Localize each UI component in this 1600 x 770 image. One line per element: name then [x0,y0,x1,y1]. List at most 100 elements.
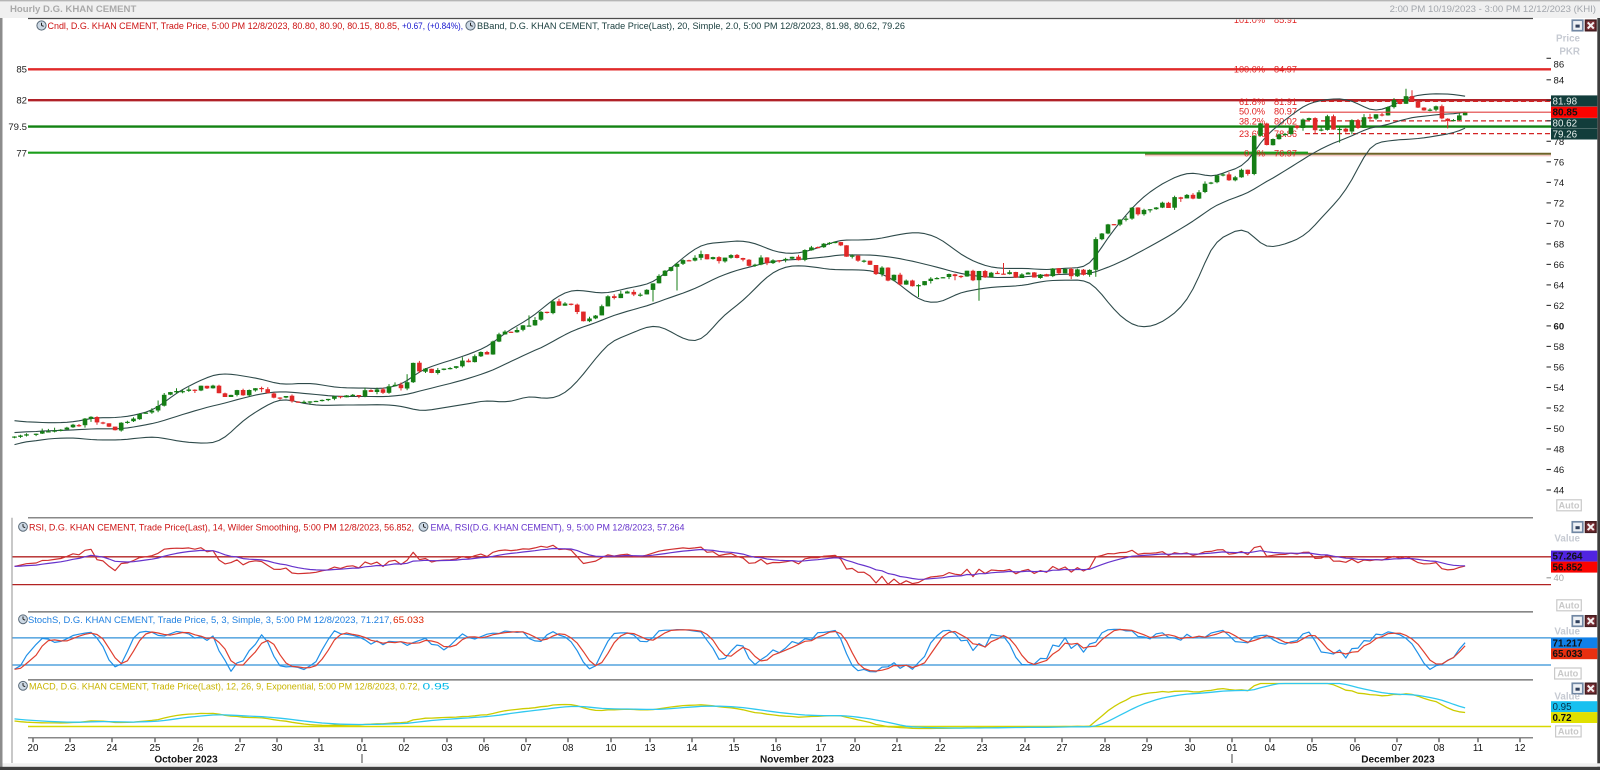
svg-text:81.98: 81.98 [1553,96,1578,107]
svg-text:PKR: PKR [1559,47,1580,58]
svg-text:100.0%: 100.0% [1234,65,1265,75]
svg-text:Value: Value [1554,627,1580,638]
svg-text:06: 06 [479,743,490,754]
svg-text:66: 66 [1554,260,1565,271]
svg-text:50: 50 [1554,424,1565,435]
svg-text:October 2023: October 2023 [154,754,218,765]
svg-text:05: 05 [1307,743,1318,754]
svg-text:0.95: 0.95 [423,680,450,691]
svg-text:01: 01 [1227,743,1238,754]
svg-text:Value: Value [1554,534,1580,545]
svg-text:20: 20 [28,743,39,754]
svg-text:72: 72 [1554,198,1565,209]
svg-text:08: 08 [1434,743,1445,754]
svg-text:0.72: 0.72 [1553,713,1573,724]
svg-text:RSI, D.G. KHAN CEMENT, Trade P: RSI, D.G. KHAN CEMENT, Trade Price(Last)… [29,521,414,532]
svg-text:21: 21 [892,743,903,754]
svg-text:23: 23 [65,743,76,754]
svg-text:101.0%: 101.0% [1234,15,1265,25]
svg-text:38.2%: 38.2% [1239,116,1265,126]
svg-text:81.91: 81.91 [1274,97,1297,107]
svg-text:80.97: 80.97 [1274,107,1297,117]
svg-text:76: 76 [1554,157,1565,168]
svg-text:46: 46 [1554,465,1565,476]
svg-text:77: 77 [16,148,27,159]
svg-text:07: 07 [1392,743,1403,754]
svg-text:57.264: 57.264 [1553,552,1584,563]
svg-text:27: 27 [1057,743,1068,754]
svg-text:27: 27 [235,743,246,754]
svg-text:79.5: 79.5 [8,122,27,133]
svg-text:56.852: 56.852 [1553,563,1584,574]
svg-text:14: 14 [687,743,698,754]
svg-text:62: 62 [1554,301,1565,312]
svg-text:12: 12 [1515,743,1526,754]
svg-text:31: 31 [314,743,325,754]
svg-text:Cndl, D.G. KHAN CEMENT, Trade: Cndl, D.G. KHAN CEMENT, Trade Price, 5:0… [48,20,400,31]
svg-text:08: 08 [563,743,574,754]
svg-text:65.033: 65.033 [393,614,424,625]
svg-text:Value: Value [1554,692,1580,703]
svg-text:58: 58 [1554,342,1565,353]
svg-text:70: 70 [1554,219,1565,230]
svg-text:78: 78 [1554,137,1565,148]
svg-text:23.6%: 23.6% [1239,129,1265,139]
svg-text:26: 26 [193,743,204,754]
svg-text:80.02: 80.02 [1274,116,1297,126]
svg-text:54: 54 [1554,383,1565,394]
svg-text:71.217: 71.217 [1553,638,1584,649]
svg-text:04: 04 [1265,743,1276,754]
svg-text:MACD, D.G. KHAN CEMENT, Trade: MACD, D.G. KHAN CEMENT, Trade Price(Last… [29,680,420,691]
svg-text:01: 01 [357,743,368,754]
svg-text:68: 68 [1554,239,1565,250]
svg-text:06: 06 [1350,743,1361,754]
svg-text:86: 86 [1554,59,1565,70]
svg-text:29: 29 [1142,743,1153,754]
svg-text:24: 24 [107,743,118,754]
svg-text:17: 17 [816,743,827,754]
svg-text:22: 22 [935,743,946,754]
svg-text:74: 74 [1554,178,1565,189]
svg-text:07: 07 [521,743,532,754]
svg-text:30: 30 [1185,743,1196,754]
svg-text:60: 60 [1554,321,1565,332]
svg-text:85.91: 85.91 [1274,15,1297,25]
svg-text:02: 02 [399,743,410,754]
svg-text:40: 40 [1554,572,1564,583]
svg-text:80.62: 80.62 [1553,119,1578,130]
svg-text:48: 48 [1554,445,1565,456]
svg-text:79.26: 79.26 [1553,130,1578,141]
svg-text:61.8%: 61.8% [1239,97,1265,107]
svg-text:StochS, D.G. KHAN CEMENT, Trad: StochS, D.G. KHAN CEMENT, Trade Price, 5… [28,614,392,625]
svg-text:44: 44 [1554,486,1565,497]
svg-text:2:00 PM 10/19/2023 - 3:00 PM 1: 2:00 PM 10/19/2023 - 3:00 PM 12/12/2023 … [1390,4,1596,15]
svg-text:13: 13 [645,743,656,754]
svg-text:EMA, RSI(D.G. KHAN CEMENT), 9: EMA, RSI(D.G. KHAN CEMENT), 9, 5:00 PM 1… [431,521,685,532]
svg-text:20: 20 [850,743,861,754]
svg-text:BBand, D.G. KHAN CEMENT, Trade: BBand, D.G. KHAN CEMENT, Trade Price(Las… [477,20,905,31]
svg-text:64: 64 [1554,280,1565,291]
svg-text:November 2023: November 2023 [760,754,834,765]
svg-text:80.85: 80.85 [1553,108,1578,119]
svg-text:23: 23 [977,743,988,754]
svg-text:10: 10 [606,743,617,754]
svg-text:15: 15 [729,743,740,754]
svg-text:84.97: 84.97 [1274,65,1297,75]
svg-text:76.97: 76.97 [1274,149,1297,159]
svg-text:82: 82 [16,96,27,107]
svg-text:03: 03 [442,743,453,754]
svg-text:December 2023: December 2023 [1361,754,1435,765]
svg-text:85: 85 [16,65,27,76]
svg-text:Auto: Auto [1558,727,1579,737]
svg-text:50.0%: 50.0% [1239,107,1265,117]
svg-text:11: 11 [1473,743,1483,754]
svg-text:0.95: 0.95 [1553,702,1573,713]
svg-text:Hourly D.G. KHAN CEMENT: Hourly D.G. KHAN CEMENT [10,4,136,15]
svg-text:52: 52 [1554,404,1565,415]
svg-text:16: 16 [771,743,782,754]
svg-text:Auto: Auto [1559,600,1580,610]
svg-text:28: 28 [1100,743,1111,754]
svg-text:24: 24 [1020,743,1031,754]
svg-text:65.033: 65.033 [1553,649,1584,660]
svg-text:Auto: Auto [1557,669,1578,679]
